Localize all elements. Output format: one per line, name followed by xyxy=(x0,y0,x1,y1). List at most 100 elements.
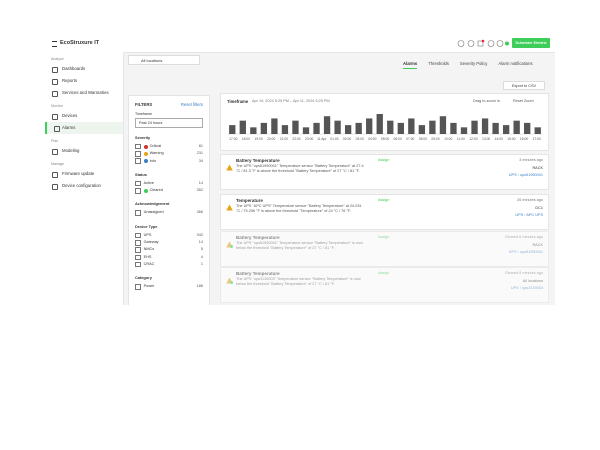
icon[interactable] xyxy=(467,40,475,47)
alarm-card[interactable]: Battery Temperature The UPS "ups3139003" … xyxy=(220,267,549,303)
brand-button[interactable]: Schneider Electric xyxy=(512,38,550,48)
checkbox[interactable] xyxy=(135,261,141,268)
checkbox[interactable] xyxy=(135,180,141,187)
nav-item[interactable]: Alarms xyxy=(45,122,123,134)
nav-item[interactable]: Reports xyxy=(45,75,123,87)
tab[interactable]: Thresholds xyxy=(428,61,449,66)
warning-triangle xyxy=(226,204,233,211)
assign-button[interactable]: Assign xyxy=(378,271,390,275)
filters-panel: FILTERS Reset filters Timeframe Past 24 … xyxy=(128,95,210,305)
option-count: 14 xyxy=(198,180,203,185)
checkbox[interactable] xyxy=(135,232,141,239)
filter-option[interactable]: Warning 231 xyxy=(135,150,203,157)
checkbox[interactable] xyxy=(135,254,141,261)
alarm-card[interactable]: Battery Temperature The UPS "ups51990001"… xyxy=(220,231,549,267)
time-label: 19:00 xyxy=(254,137,262,141)
time-label: 17:30 xyxy=(229,137,237,141)
top-bar: EcoStruxure IT Schneider Electric xyxy=(45,35,555,53)
filter-option[interactable]: NMCs 5 xyxy=(135,246,203,253)
time-label: 18:00 xyxy=(242,137,250,141)
filter-option[interactable]: Critical 81 xyxy=(135,143,203,150)
option-count: 186 xyxy=(196,284,203,289)
time-label: 16:00 xyxy=(520,137,528,141)
nav-item[interactable]: Dashboards xyxy=(45,63,123,75)
bar xyxy=(229,125,236,134)
bar xyxy=(418,125,426,134)
assign-button[interactable]: Assign xyxy=(378,235,390,239)
nav-item[interactable]: Modeling xyxy=(45,145,123,157)
option-label: Critical xyxy=(149,144,162,148)
tab[interactable]: Severity Policy xyxy=(459,61,488,66)
alarm-device: UPS › APC UPS xyxy=(515,213,543,217)
bar xyxy=(502,125,510,134)
checkbox[interactable] xyxy=(135,188,141,194)
checkbox[interactable] xyxy=(135,239,141,246)
severity-icon xyxy=(143,188,148,193)
icon[interactable] xyxy=(487,40,495,47)
option-label: Cleared xyxy=(149,188,163,193)
section-title: Analyze xyxy=(51,57,64,61)
nav-item[interactable]: Device configuration xyxy=(45,180,123,192)
bar xyxy=(439,116,447,134)
reset-zoom[interactable]: Reset Zoom xyxy=(513,99,534,103)
filter-option[interactable]: Unassigned 366 xyxy=(135,209,203,216)
option-count: 34 xyxy=(198,158,203,163)
filter-group-title: Device Type xyxy=(135,223,158,229)
nav-item[interactable]: Devices xyxy=(45,110,123,122)
bar xyxy=(534,127,541,134)
filter-option[interactable]: EHS 4 xyxy=(135,254,203,261)
option-label: NMCs xyxy=(143,247,155,252)
filter-option[interactable]: Cleared 352 xyxy=(135,187,203,194)
time-label: 07:00 xyxy=(406,137,414,141)
alarm-card[interactable]: Temperature The UPS "APC UPS" Temperature… xyxy=(220,194,549,230)
location-select[interactable]: All locations xyxy=(128,55,200,65)
time-label: 06:00 xyxy=(394,137,402,141)
filter-option[interactable]: UPS 342 xyxy=(135,232,203,239)
checkbox[interactable] xyxy=(135,284,141,290)
bar xyxy=(481,118,489,134)
checkbox[interactable] xyxy=(135,210,141,216)
bar xyxy=(524,122,531,134)
alarm-title: Battery Temperature xyxy=(236,158,280,163)
alarm-title: Battery Temperature xyxy=(236,271,280,276)
icon[interactable] xyxy=(496,40,504,47)
assign-button[interactable]: Assign xyxy=(378,158,390,162)
alarm-message: The UPS "APC UPS" Temperature sensor "Ba… xyxy=(236,204,362,214)
timeframe-select[interactable]: Past 24 hours xyxy=(135,118,203,128)
time-label: 23:00 xyxy=(305,137,313,141)
nav-item[interactable]: Services and Warranties xyxy=(45,87,123,99)
checkbox[interactable] xyxy=(135,151,141,157)
time-label: 01:00 xyxy=(330,137,338,141)
option-count: 5 xyxy=(200,247,203,252)
filter-option[interactable]: Power 186 xyxy=(135,283,203,290)
option-label: Power xyxy=(143,284,155,289)
bar xyxy=(302,127,310,134)
bar xyxy=(260,122,268,134)
notifications[interactable] xyxy=(477,40,484,47)
checkbox[interactable] xyxy=(135,247,141,253)
tab[interactable]: Alarms xyxy=(403,61,418,69)
bar xyxy=(313,122,320,134)
filter-option[interactable]: Active 14 xyxy=(135,180,203,187)
reset-filters[interactable]: Reset filters xyxy=(180,102,203,107)
sidebar: Analyze Dashboards Reports Services and War… xyxy=(45,52,124,305)
alarm-card[interactable]: Battery Temperature The UPS "ups51990001"… xyxy=(220,154,549,190)
cleared-dot xyxy=(230,281,233,284)
tab[interactable]: Alarm notifications xyxy=(498,61,533,66)
export-button[interactable]: Export to CSV xyxy=(503,81,545,90)
menu-button[interactable] xyxy=(52,41,57,47)
tabs: Alarms Thresholds Severity Policy Alarm not… xyxy=(403,61,533,69)
time-label: 09:00 xyxy=(431,137,439,141)
header-icons xyxy=(457,39,509,47)
checkbox[interactable] xyxy=(135,143,141,150)
filter-option[interactable]: CRAC 1 xyxy=(135,261,203,268)
timeframe-label: Timeframe xyxy=(135,112,153,116)
bar xyxy=(239,120,246,134)
nav-item[interactable]: Firmware update xyxy=(45,168,123,180)
filter-option[interactable]: Gateway 14 xyxy=(135,239,203,246)
filter-option[interactable]: Info 34 xyxy=(135,158,203,165)
icon[interactable] xyxy=(457,40,465,47)
checkbox[interactable] xyxy=(135,158,141,165)
option-count: 231 xyxy=(196,151,203,156)
assign-button[interactable]: Assign xyxy=(378,198,390,202)
